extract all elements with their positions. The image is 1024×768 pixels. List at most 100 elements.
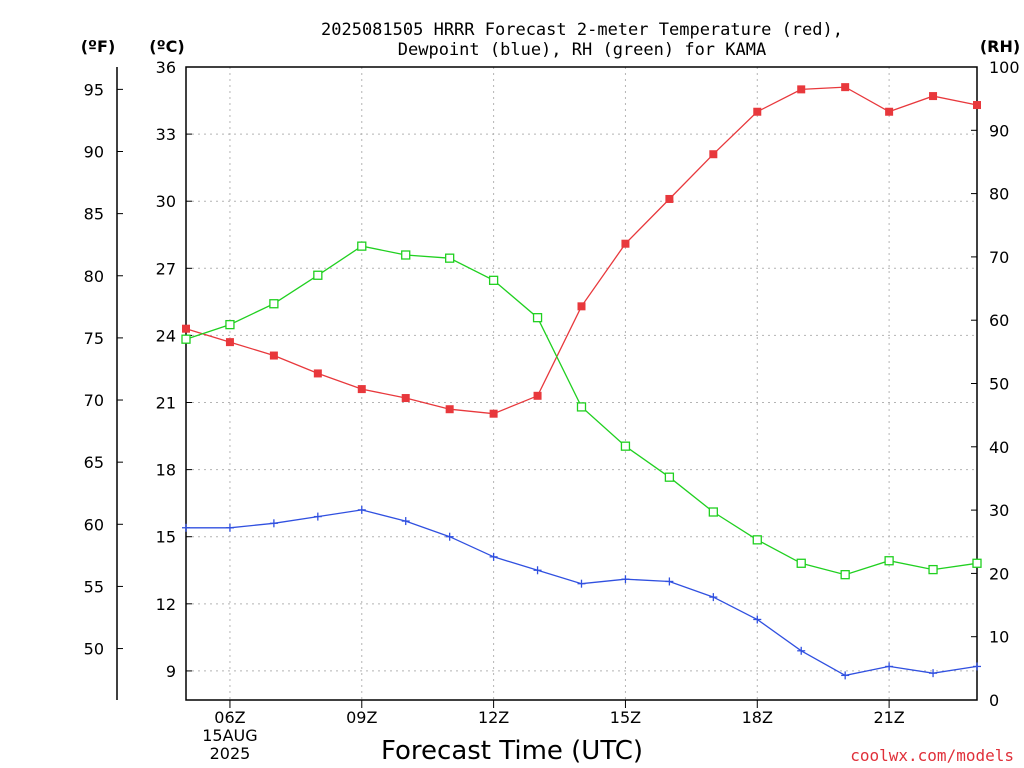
temperature-point bbox=[269, 351, 278, 360]
rh-tick-label: 50 bbox=[989, 375, 1009, 394]
temperature-point bbox=[841, 83, 850, 92]
rh-point bbox=[796, 558, 806, 568]
x-tick-label: 12Z bbox=[478, 708, 509, 727]
dewpoint-point bbox=[269, 519, 278, 528]
celsius-tick-label: 30 bbox=[156, 192, 176, 211]
x-tick-year: 2025 bbox=[210, 744, 251, 763]
x-tick-label: 15Z bbox=[610, 708, 641, 727]
rh-point bbox=[181, 334, 191, 344]
temperature-point bbox=[885, 107, 894, 116]
fahrenheit-unit-label: (ºF) bbox=[81, 37, 116, 56]
plot-frame bbox=[185, 66, 978, 701]
x-tick-label: 06Z bbox=[214, 708, 245, 727]
dewpoint-point bbox=[665, 577, 674, 586]
dewpoint-point bbox=[885, 662, 894, 671]
rh-point bbox=[884, 556, 894, 566]
temperature-point bbox=[929, 92, 938, 101]
rh-series bbox=[181, 241, 982, 580]
celsius-tick-label: 27 bbox=[156, 259, 176, 278]
rh-point bbox=[488, 275, 499, 285]
temperature-point bbox=[445, 405, 454, 414]
fahrenheit-tick-label: 70 bbox=[84, 391, 104, 410]
dewpoint-point bbox=[357, 505, 366, 514]
temperature-point bbox=[489, 409, 498, 418]
fahrenheit-tick-label: 60 bbox=[84, 515, 104, 534]
dewpoint-series bbox=[182, 505, 981, 680]
rh-point bbox=[401, 250, 411, 260]
rh-tick-label: 40 bbox=[989, 438, 1009, 457]
celsius-tick-label: 33 bbox=[156, 125, 176, 144]
rh-point bbox=[532, 313, 543, 323]
rh-point bbox=[972, 558, 982, 568]
rh-point bbox=[576, 402, 587, 412]
celsius-tick-label: 21 bbox=[156, 394, 176, 413]
x-axis-label: Forecast Time (UTC) bbox=[381, 736, 643, 766]
rh-point bbox=[928, 564, 938, 575]
dewpoint-point bbox=[929, 669, 938, 678]
rh-point bbox=[620, 441, 631, 451]
rh-point bbox=[752, 535, 762, 545]
rh-point bbox=[840, 570, 850, 580]
fahrenheit-tick-label: 55 bbox=[84, 577, 104, 596]
temperature-point bbox=[973, 101, 981, 110]
rh-tick-label: 70 bbox=[989, 248, 1009, 267]
fahrenheit-tick-label: 50 bbox=[84, 640, 104, 659]
rh-point bbox=[664, 472, 675, 482]
gridlines bbox=[186, 66, 977, 700]
dewpoint-line bbox=[186, 509, 978, 677]
dewpoint-point bbox=[753, 615, 762, 624]
temperature-point bbox=[313, 369, 322, 378]
celsius-tick-label: 15 bbox=[156, 528, 176, 547]
rh-point bbox=[269, 299, 279, 309]
fahrenheit-tick-label: 80 bbox=[84, 267, 104, 286]
dewpoint-point bbox=[182, 523, 190, 532]
dewpoint-point bbox=[577, 579, 586, 588]
temperature-point bbox=[577, 302, 586, 311]
dewpoint-point bbox=[621, 575, 630, 584]
x-tick-label: 09Z bbox=[346, 708, 377, 727]
rh-unit-label: (RH) bbox=[980, 37, 1020, 56]
rh-point bbox=[445, 253, 455, 263]
fahrenheit-tick-label: 75 bbox=[84, 329, 104, 348]
celsius-tick-label: 36 bbox=[156, 58, 176, 77]
celsius-tick-label: 18 bbox=[156, 461, 176, 480]
temperature-point bbox=[797, 85, 806, 94]
rh-tick-label: 90 bbox=[989, 121, 1009, 140]
rh-tick-label: 100 bbox=[989, 58, 1020, 77]
dewpoint-point bbox=[445, 532, 454, 541]
celsius-tick-label: 9 bbox=[166, 662, 176, 681]
dewpoint-point bbox=[489, 552, 498, 561]
temperature-point bbox=[665, 194, 674, 203]
temperature-point bbox=[621, 239, 630, 248]
temperature-point bbox=[357, 385, 366, 394]
dewpoint-point bbox=[709, 593, 718, 602]
credit-text: coolwx.com/models bbox=[850, 746, 1014, 765]
dewpoint-point bbox=[797, 646, 806, 655]
dewpoint-point bbox=[313, 512, 322, 521]
temperature-point bbox=[533, 391, 542, 400]
dewpoint-point bbox=[841, 671, 850, 680]
dewpoint-point bbox=[973, 662, 981, 671]
fahrenheit-tick-label: 85 bbox=[84, 205, 104, 224]
fahrenheit-tick-label: 65 bbox=[84, 453, 104, 472]
fahrenheit-tick-label: 90 bbox=[84, 142, 104, 161]
rh-tick-label: 30 bbox=[989, 501, 1009, 520]
temperature-point bbox=[753, 107, 762, 116]
temperature-point bbox=[182, 324, 190, 333]
rh-tick-label: 0 bbox=[989, 691, 999, 710]
celsius-tick-label: 24 bbox=[156, 326, 176, 345]
dewpoint-point bbox=[401, 517, 410, 526]
rh-point bbox=[708, 507, 718, 517]
dewpoint-point bbox=[533, 566, 542, 575]
chart-title-line2: Dewpoint (blue), RH (green) for KAMA bbox=[398, 40, 766, 60]
temperature-line bbox=[185, 86, 978, 415]
temperature-series bbox=[182, 83, 981, 418]
x-tick-label: 18Z bbox=[742, 708, 773, 727]
fahrenheit-tick-label: 95 bbox=[84, 80, 104, 99]
celsius-unit-label: (ºC) bbox=[149, 37, 184, 56]
x-tick-date: 15AUG bbox=[202, 726, 257, 745]
x-tick-label: 21Z bbox=[873, 708, 904, 727]
chart-title-line1: 2025081505 HRRR Forecast 2-meter Tempera… bbox=[321, 20, 843, 40]
celsius-tick-label: 12 bbox=[156, 595, 176, 614]
